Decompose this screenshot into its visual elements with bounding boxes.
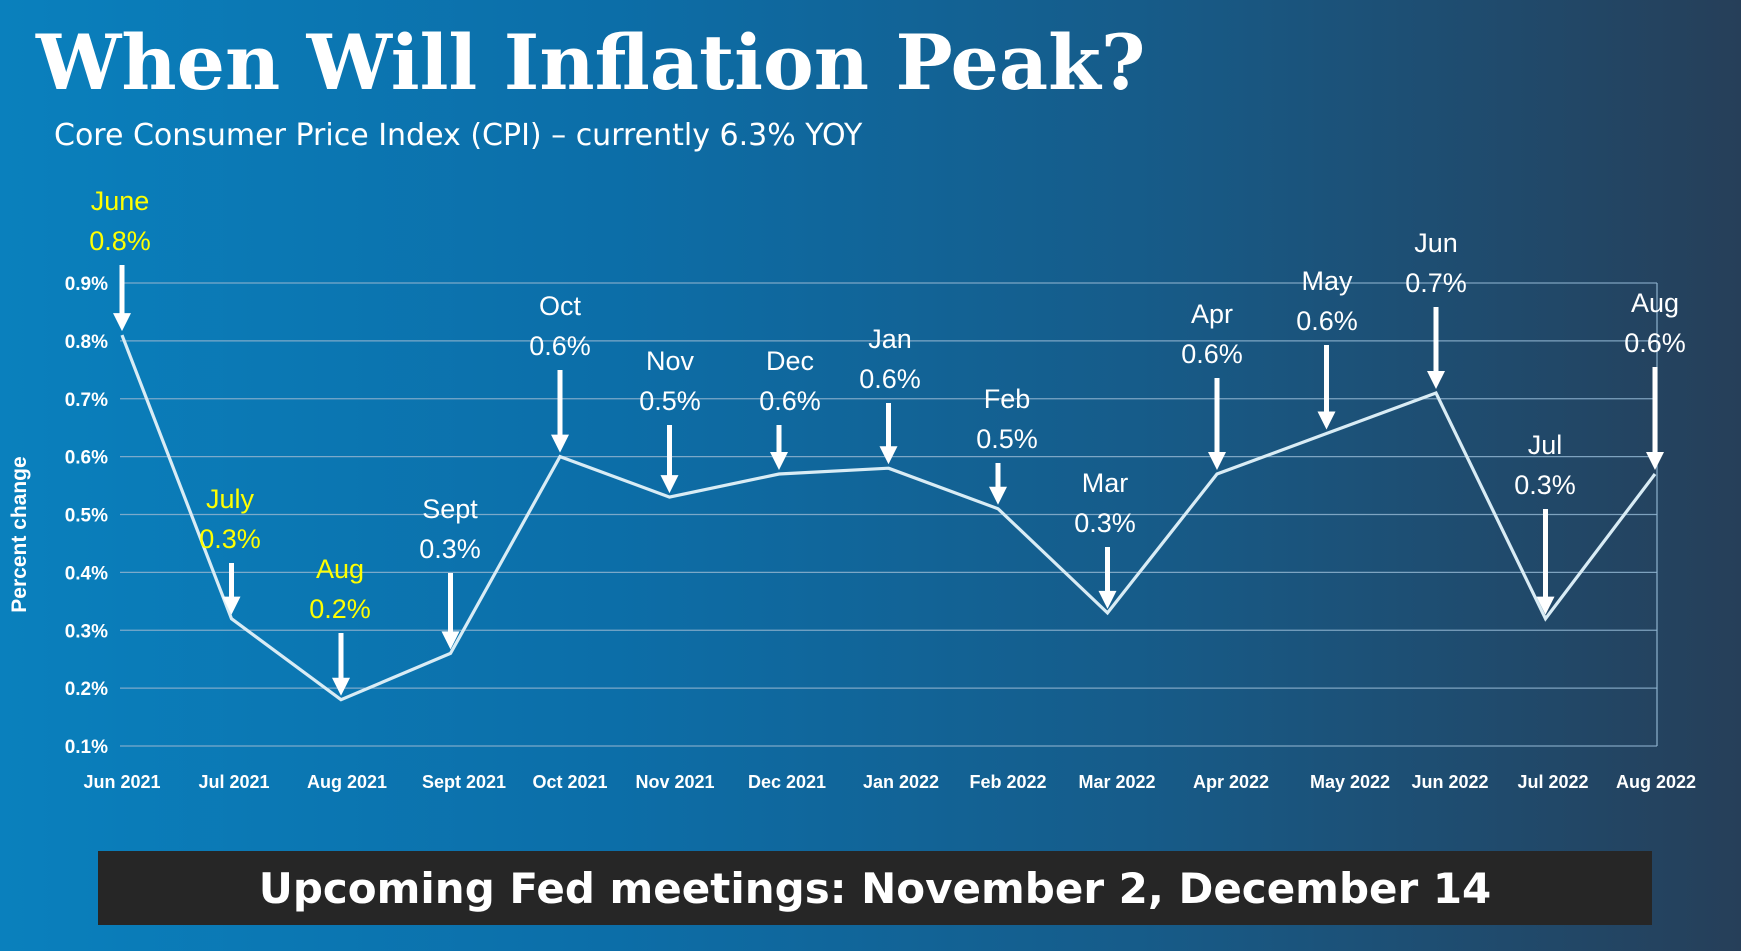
annotation-arrow-head [1646,451,1664,470]
x-tick-label: Aug 2022 [1616,772,1696,792]
annotation-month: Nov [646,346,695,376]
x-tick-label: May 2022 [1310,772,1390,792]
annotation-month: July [206,484,255,514]
annotation-month: Feb [984,384,1031,414]
x-tick-label: Jan 2022 [863,772,939,792]
y-axis-label: Percent change [8,456,31,612]
annotation-arrow-head [222,596,241,615]
annotation-value: 0.5% [976,424,1038,454]
x-tick-label: Aug 2021 [307,772,387,792]
annotation-arrow-head [1317,411,1336,430]
annotation-arrow-head [1427,370,1445,389]
x-tick-label: Jun 2021 [83,772,160,792]
annotation-month: Dec [766,346,814,376]
y-tick-label: 0.7% [65,390,108,411]
y-tick-label: 0.5% [65,506,108,527]
x-tick-label: Jul 2021 [198,772,269,792]
annotation-value: 0.2% [309,594,371,624]
annotation-value: 0.6% [1181,339,1243,369]
annotation-value: 0.3% [199,524,261,554]
x-tick-label: Jul 2022 [1517,772,1588,792]
annotation-value: 0.6% [1624,328,1686,358]
annotation-month: Oct [539,291,582,321]
annotation-month: Jun [1414,228,1458,258]
page-title: When Will Inflation Peak? [36,18,1146,107]
annotation-value: 0.6% [529,331,591,361]
x-tick-label: Apr 2022 [1193,772,1269,792]
annotation-value: 0.6% [759,386,821,416]
annotation-value: 0.8% [89,226,151,256]
annotation-month: June [91,186,150,216]
y-tick-label: 0.2% [65,679,108,700]
annotation-value: 0.3% [1074,508,1136,538]
x-tick-label: Jun 2022 [1411,772,1488,792]
annotation-month: Aug [316,554,364,584]
annotation-arrow-head [1208,451,1226,470]
annotation-arrow-head [441,631,460,650]
annotation-value: 0.5% [639,386,701,416]
annotation-arrow-head [551,434,569,453]
x-tick-label: Feb 2022 [969,772,1046,792]
y-tick-label: 0.4% [65,563,108,584]
annotation-value: 0.6% [1296,306,1358,336]
y-tick-label: 0.8% [65,332,108,353]
y-tick-label: 0.6% [65,448,108,469]
annotation-arrow-head [332,677,350,696]
annotation-value: 0.3% [419,534,481,564]
annotation-arrow-head [1098,590,1117,609]
x-tick-label: Mar 2022 [1078,772,1155,792]
annotation-month: Aug [1631,288,1679,318]
annotation-arrow-head [879,446,898,465]
annotation-month: Jan [868,324,912,354]
x-tick-label: Nov 2021 [635,772,714,792]
annotation-month: Jul [1528,430,1563,460]
annotation-value: 0.6% [859,364,921,394]
fed-meetings-text: Upcoming Fed meetings: November 2, Decem… [258,863,1492,913]
x-tick-label: Oct 2021 [532,772,607,792]
annotation-value: 0.3% [1514,470,1576,500]
chart-subtitle: Core Consumer Price Index (CPI) – curren… [54,118,863,153]
annotation-month: Apr [1191,299,1233,329]
cpi-series-line [120,334,1657,702]
y-tick-label: 0.3% [65,621,108,642]
fed-meetings-banner: Upcoming Fed meetings: November 2, Decem… [98,851,1652,925]
annotation-month: Mar [1082,468,1129,498]
annotation-arrow-head [660,475,679,494]
annotation-arrow-head [770,451,788,470]
x-tick-label: Dec 2021 [748,772,826,792]
y-tick-label: 0.1% [65,737,108,758]
annotation-arrow-head [989,486,1007,505]
annotation-month: May [1301,266,1353,296]
annotation-value: 0.7% [1405,268,1467,298]
annotation-arrow-head [113,313,131,332]
x-tick-label: Sept 2021 [422,772,506,792]
y-tick-label: 0.9% [65,274,108,295]
annotation-arrow-head [1536,596,1555,615]
annotation-month: Sept [422,494,478,524]
